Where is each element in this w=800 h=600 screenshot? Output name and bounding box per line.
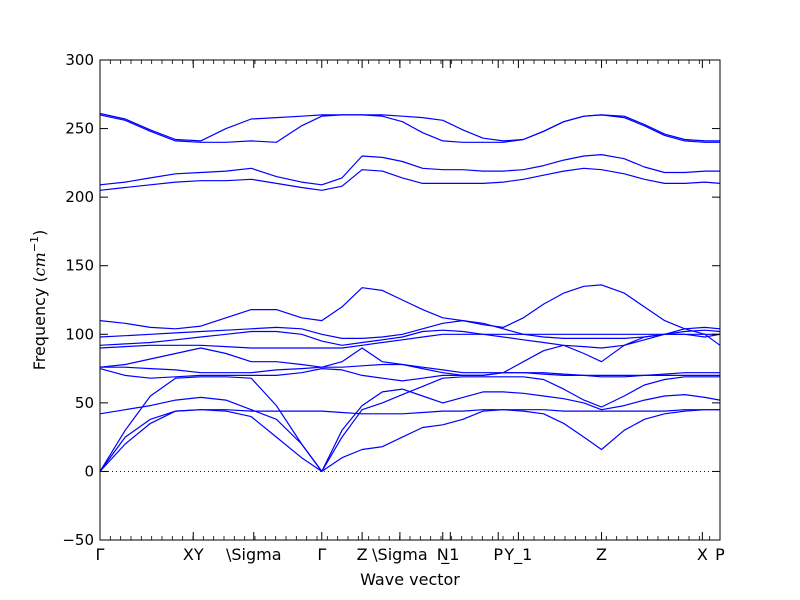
y-axis-label-exponent: −1: [28, 236, 41, 252]
x-tick-label: P: [493, 545, 503, 564]
y-tick-label: 150: [65, 257, 94, 275]
x-tick-label: \Sigma: [372, 545, 428, 564]
x-axis-label: Wave vector: [360, 570, 460, 589]
y-axis-label-close: ): [30, 230, 49, 236]
y-tick-label: 300: [65, 51, 94, 69]
band-line-13: [99, 154, 720, 186]
plot-background: [100, 60, 720, 540]
band-line-4: [99, 388, 721, 472]
band-line-3: [99, 376, 720, 472]
x-tick-label: \Sigma: [226, 545, 282, 564]
band-line-5: [99, 368, 720, 382]
x-tick-label: _1: [440, 545, 459, 565]
band-line-6: [100, 363, 720, 376]
band-line-15: [99, 112, 720, 142]
x-tick-label: Y_1: [503, 545, 532, 565]
y-tick-label: 0: [84, 462, 94, 480]
series-layer: [99, 112, 721, 472]
band-line-1: [99, 409, 720, 472]
x-tick-label: Z: [357, 545, 368, 564]
band-line-8: [99, 333, 720, 349]
x-tick-label: Z: [596, 545, 607, 564]
band-line-11: [99, 284, 721, 346]
x-tick-label: X: [697, 545, 708, 564]
y-tick-label: −50: [62, 531, 94, 549]
y-axis-label-unit: cm: [30, 252, 49, 276]
y-tick-label: 200: [65, 188, 94, 206]
band-line-9: [99, 326, 721, 349]
band-line-12: [99, 167, 721, 191]
band-line-2: [99, 409, 720, 472]
x-tick-label: XY: [183, 545, 204, 564]
x-tick-label: Γ: [317, 545, 326, 564]
band-line-14: [99, 114, 720, 143]
axes-frame: [99, 59, 721, 541]
plot-area: [100, 60, 720, 540]
x-tick-label: P: [715, 545, 725, 564]
y-axis-label: Frequency (cm−1): [28, 230, 49, 371]
y-tick-label: 50: [75, 394, 94, 412]
y-tick-label: 100: [65, 325, 94, 343]
band-line-10: [99, 320, 721, 339]
x-tick-label: N: [437, 545, 449, 564]
y-axis-label-text: Frequency (: [30, 276, 49, 370]
y-tick-label: 250: [65, 120, 94, 138]
x-tick-label: Γ: [96, 545, 105, 564]
